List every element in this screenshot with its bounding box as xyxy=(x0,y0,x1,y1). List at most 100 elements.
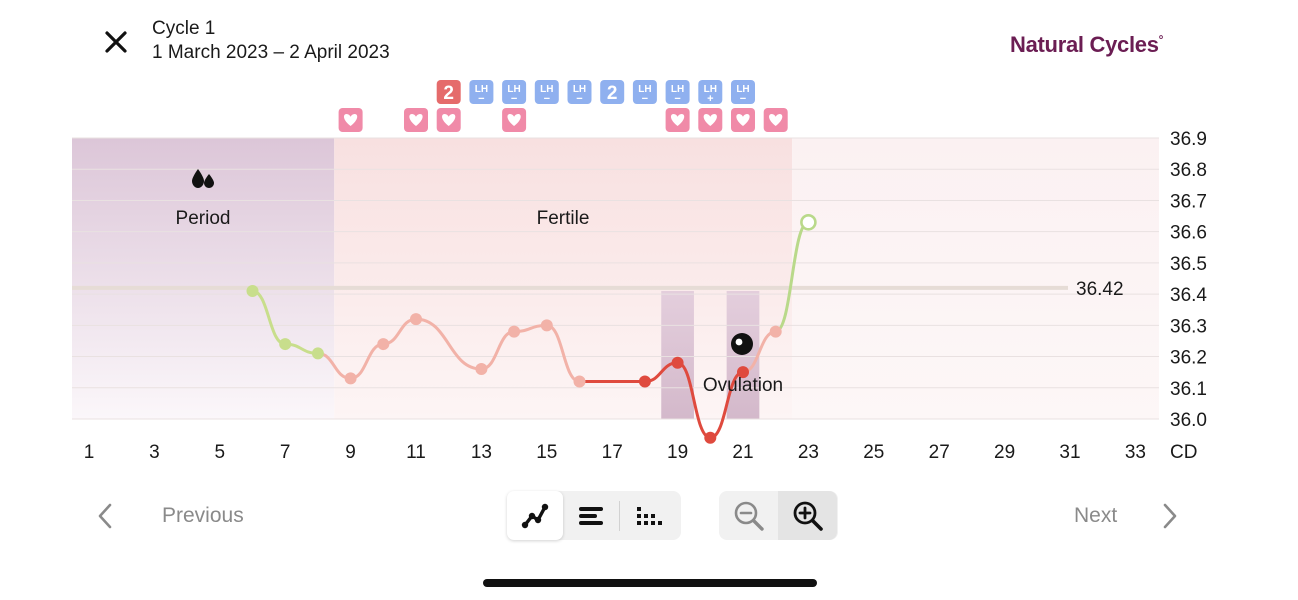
chevron-right-icon xyxy=(1163,503,1177,529)
lh-label: LH xyxy=(736,84,749,95)
period-phase-band xyxy=(72,138,335,419)
cycle-date-range: 1 March 2023 – 2 April 2023 xyxy=(152,42,390,63)
y-tick-label: 36.8 xyxy=(1170,160,1207,181)
x-tick-label: 23 xyxy=(798,442,819,463)
badge-background xyxy=(731,80,755,104)
x-tick-label: 15 xyxy=(536,442,557,463)
temperature-point xyxy=(737,366,749,379)
lh-result: − xyxy=(544,93,550,105)
x-tick-label: 19 xyxy=(667,442,688,463)
y-tick-label: 36.1 xyxy=(1170,379,1207,400)
temperature-point xyxy=(279,338,292,351)
lh-result: − xyxy=(478,93,484,105)
x-tick-label: 17 xyxy=(602,442,623,463)
lh-result: − xyxy=(511,93,517,105)
ovulation-egg-icon xyxy=(731,333,753,355)
badge-background xyxy=(436,80,461,104)
home-indicator xyxy=(483,579,817,587)
lh-label: LH xyxy=(638,84,651,95)
badge-background xyxy=(469,80,494,104)
toggle-divider xyxy=(619,500,620,531)
lh-result: − xyxy=(674,93,680,105)
temperature-point xyxy=(475,363,488,376)
badge-background xyxy=(698,80,723,104)
lh-label: LH xyxy=(540,84,553,95)
ovulation-day-band xyxy=(726,290,760,419)
x-tick-label: 27 xyxy=(929,442,950,463)
lh-label: LH xyxy=(475,84,488,95)
intercourse-heart-icon xyxy=(436,108,461,132)
badge-background xyxy=(665,80,690,104)
fertile-label: Fertile xyxy=(537,208,590,229)
temperature-point xyxy=(769,325,782,338)
lh-test-badge: LH− xyxy=(534,80,559,105)
horizontal-bars-icon xyxy=(579,506,603,525)
x-tick-label: 33 xyxy=(1125,442,1146,463)
dot-grid-icon xyxy=(637,506,662,525)
y-tick-label: 36.0 xyxy=(1170,410,1207,431)
next-cycle-button[interactable]: Next xyxy=(1074,498,1179,534)
lh-test-badge: LH− xyxy=(502,80,527,105)
y-tick-label: 36.9 xyxy=(1170,129,1207,150)
temperature-point xyxy=(704,431,717,444)
next-label: Next xyxy=(1074,504,1118,527)
line-view-button[interactable] xyxy=(507,491,563,540)
zoom-out-button[interactable] xyxy=(719,491,778,540)
count-badge: 2 xyxy=(600,80,625,104)
heart-shape xyxy=(769,114,783,126)
temperature-point xyxy=(410,313,422,326)
lh-test-badge: LH− xyxy=(665,80,690,105)
lh-result: − xyxy=(642,93,648,105)
x-tick-label: 5 xyxy=(215,442,226,463)
close-icon[interactable] xyxy=(100,26,132,58)
y-tick-label: 36.7 xyxy=(1170,191,1207,212)
lh-result: − xyxy=(740,93,746,105)
temperature-line-segment xyxy=(414,317,483,371)
ovulation-window-band xyxy=(661,290,694,419)
heart-shape xyxy=(703,114,717,126)
dots-view-button[interactable] xyxy=(620,491,676,540)
bar-view-button[interactable] xyxy=(563,491,619,540)
badge-background xyxy=(567,80,592,104)
intercourse-heart-icon xyxy=(338,108,363,132)
view-toggle xyxy=(507,491,681,540)
heart-shape xyxy=(507,114,521,126)
lh-label: LH xyxy=(704,84,717,95)
badge-background xyxy=(600,80,625,104)
temperature-point-unconfirmed xyxy=(800,214,817,231)
natural-cycles-logo: Natural Cycles° xyxy=(1010,32,1164,57)
y-tick-label: 36.6 xyxy=(1170,223,1207,244)
cover-line-label: 36.42 xyxy=(1076,279,1124,300)
x-tick-label: 21 xyxy=(732,442,753,463)
intercourse-heart-icon xyxy=(763,108,788,132)
lh-label: LH xyxy=(507,84,520,95)
intercourse-heart-icon xyxy=(665,108,690,132)
zoom-in-button[interactable] xyxy=(778,491,837,540)
temperature-point xyxy=(638,375,651,388)
heart-shape xyxy=(736,114,750,126)
heart-shape xyxy=(409,114,423,126)
period-drops-icon xyxy=(192,169,214,188)
previous-cycle-button[interactable]: Previous xyxy=(96,498,244,534)
zoom-in-icon xyxy=(793,501,823,531)
intercourse-heart-icon xyxy=(731,108,755,132)
temperature-point xyxy=(311,347,324,360)
y-tick-label: 36.2 xyxy=(1170,348,1207,369)
x-tick-label: 25 xyxy=(863,442,884,463)
lh-label: LH xyxy=(573,84,586,95)
temperature-point xyxy=(573,375,586,388)
zoom-out-icon xyxy=(734,501,764,531)
badge-background xyxy=(502,80,527,104)
count-badge: 2 xyxy=(436,80,461,104)
x-tick-label: 11 xyxy=(406,442,426,463)
luteal-phase-band xyxy=(792,138,1159,419)
line-graph-icon xyxy=(521,503,549,528)
badge-count: 2 xyxy=(443,83,454,104)
heart-shape xyxy=(670,114,685,126)
badge-background xyxy=(632,80,657,104)
badge-count: 2 xyxy=(607,83,618,104)
x-tick-label: 31 xyxy=(1059,442,1080,463)
y-tick-label: 36.3 xyxy=(1170,316,1207,337)
temperature-point xyxy=(377,338,390,351)
intercourse-heart-icon xyxy=(404,108,428,132)
